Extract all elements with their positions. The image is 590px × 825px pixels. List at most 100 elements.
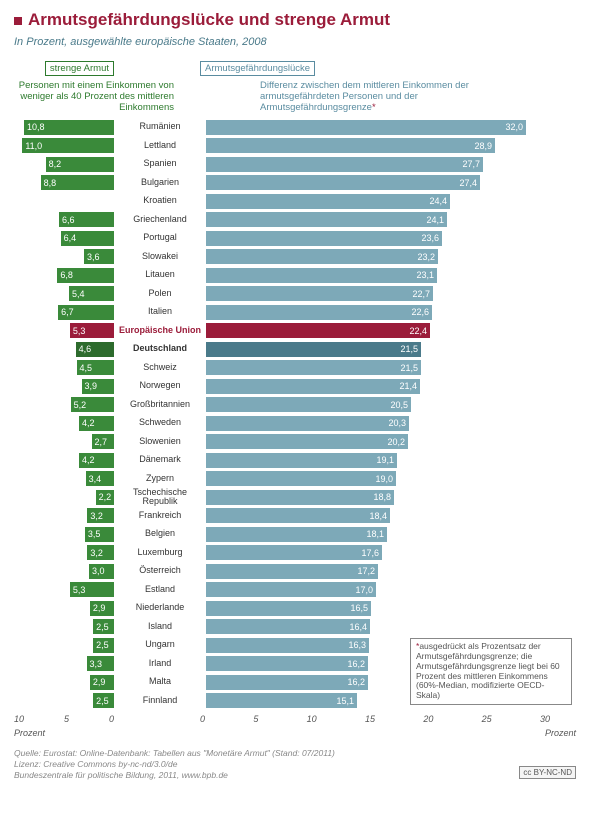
bar-left: 8,2	[46, 157, 114, 172]
bar-left-value: 2,7	[95, 437, 108, 447]
row-label: Polen	[114, 289, 206, 298]
bar-left-value: 4,5	[80, 363, 93, 373]
row-label: Bulgarien	[114, 178, 206, 187]
bar-right-value: 20,3	[388, 418, 406, 428]
bar-right-value: 24,1	[426, 215, 444, 225]
bar-right: 21,4	[206, 379, 420, 394]
bar-right: 18,4	[206, 508, 390, 523]
bar-left: 2,9	[90, 675, 114, 690]
row-label: Ungarn	[114, 640, 206, 649]
row-label: Slowakei	[114, 252, 206, 261]
axis-tick: 30	[540, 714, 550, 724]
row-label: Litauen	[114, 270, 206, 279]
bar-right-value: 21,5	[400, 344, 418, 354]
bar-right: 18,1	[206, 527, 387, 542]
bar-right: 22,7	[206, 286, 433, 301]
bar-right: 22,4	[206, 323, 430, 338]
data-row: Kroatien24,4	[14, 192, 576, 211]
title-marker	[14, 17, 22, 25]
bar-left: 4,6	[76, 342, 114, 357]
data-row: 6,4Portugal23,6	[14, 229, 576, 248]
bar-left-value: 3,2	[90, 511, 103, 521]
bar-right-value: 32,0	[505, 122, 523, 132]
data-row: 3,2Luxemburg17,6	[14, 543, 576, 562]
row-label: Malta	[114, 677, 206, 686]
bar-left-value: 5,2	[74, 400, 87, 410]
bar-left: 6,8	[57, 268, 114, 283]
bar-left: 5,3	[70, 323, 114, 338]
bar-right: 16,2	[206, 675, 368, 690]
bar-right-value: 23,6	[421, 233, 439, 243]
bar-left-value: 4,2	[82, 418, 95, 428]
bar-left-value: 2,5	[96, 696, 109, 706]
bar-right-value: 19,1	[376, 455, 394, 465]
data-row: 3,0 Österreich 17,2	[14, 562, 576, 581]
bar-left: 6,6	[59, 212, 114, 227]
bar-right: 27,4	[206, 175, 480, 190]
row-label: Österreich	[114, 566, 206, 575]
axis-tick: 5	[253, 714, 258, 724]
bar-left: 5,2	[71, 397, 114, 412]
data-row: 11,0Lettland28,9	[14, 136, 576, 155]
x-axis: 1050 051015202530	[14, 714, 576, 724]
bar-right: 24,4	[206, 194, 450, 209]
data-row: 3,4Zypern19,0	[14, 469, 576, 488]
bar-left-value: 3,2	[90, 548, 103, 558]
source-line3: Bundeszentrale für politische Bildung, 2…	[14, 770, 576, 781]
bar-left-value: 6,7	[61, 307, 74, 317]
bar-left: 10,8	[24, 120, 114, 135]
row-label: Island	[114, 622, 206, 631]
bar-left: 3,6	[84, 249, 114, 264]
bar-right-value: 21,5	[400, 363, 418, 373]
bar-right: 24,1	[206, 212, 447, 227]
bar-left: 6,7	[58, 305, 114, 320]
data-row: 2,5Island16,4	[14, 617, 576, 636]
source-line2: Lizenz: Creative Commons by-nc-nd/3.0/de	[14, 759, 576, 770]
row-label: Schweiz	[114, 363, 206, 372]
data-row: 6,8Litauen23,1	[14, 266, 576, 285]
legend-left-box: strenge Armut	[45, 61, 114, 76]
bar-right: 16,4	[206, 619, 370, 634]
bar-right-value: 18,4	[369, 511, 387, 521]
bar-right-value: 16,2	[347, 677, 365, 687]
data-row: 8,2Spanien27,7	[14, 155, 576, 174]
data-row: 5,3 Europäische Union22,4	[14, 321, 576, 340]
bar-right-value: 16,2	[347, 659, 365, 669]
bar-left-value: 8,8	[44, 178, 57, 188]
footnote-star: *	[372, 102, 376, 113]
row-label: Zypern	[114, 474, 206, 483]
bar-left-value: 3,3	[90, 659, 103, 669]
row-label: Portugal	[114, 233, 206, 242]
bar-right-value: 17,2	[357, 566, 375, 576]
bar-right: 16,2	[206, 656, 368, 671]
bar-left-value: 6,6	[62, 215, 75, 225]
bar-right: 20,5	[206, 397, 411, 412]
bar-left-value: 5,4	[72, 289, 85, 299]
bar-left: 3,9	[82, 379, 115, 394]
bar-left: 2,9	[90, 601, 114, 616]
row-label: Belgien	[114, 529, 206, 538]
bar-right: 19,0	[206, 471, 396, 486]
row-label: Slowenien	[114, 437, 206, 446]
bar-right: 21,5	[206, 360, 421, 375]
bar-left-value: 4,2	[82, 455, 95, 465]
bar-left-value: 8,2	[49, 159, 62, 169]
bar-left-value: 3,9	[85, 381, 98, 391]
bar-left-value: 5,3	[73, 326, 86, 336]
chart-title: Armutsgefährdungslücke und strenge Armut	[14, 10, 576, 30]
bar-left-value: 2,9	[93, 677, 106, 687]
bar-left: 5,3	[70, 582, 114, 597]
bar-right-value: 16,4	[349, 622, 367, 632]
bar-left: 3,4	[86, 471, 114, 486]
bar-left-value: 3,0	[92, 566, 105, 576]
bar-right-value: 17,0	[355, 585, 373, 595]
row-label: Dänemark	[114, 455, 206, 464]
row-label: Europäische Union	[114, 326, 206, 335]
bar-right: 15,1	[206, 693, 357, 708]
bar-right: 18,8	[206, 490, 394, 505]
data-row: 3,5Belgien18,1	[14, 525, 576, 544]
bar-right-value: 17,6	[361, 548, 379, 558]
bar-right-value: 24,4	[429, 196, 447, 206]
axis-right-ticks: 051015202530	[200, 714, 550, 724]
bar-right: 16,5	[206, 601, 371, 616]
